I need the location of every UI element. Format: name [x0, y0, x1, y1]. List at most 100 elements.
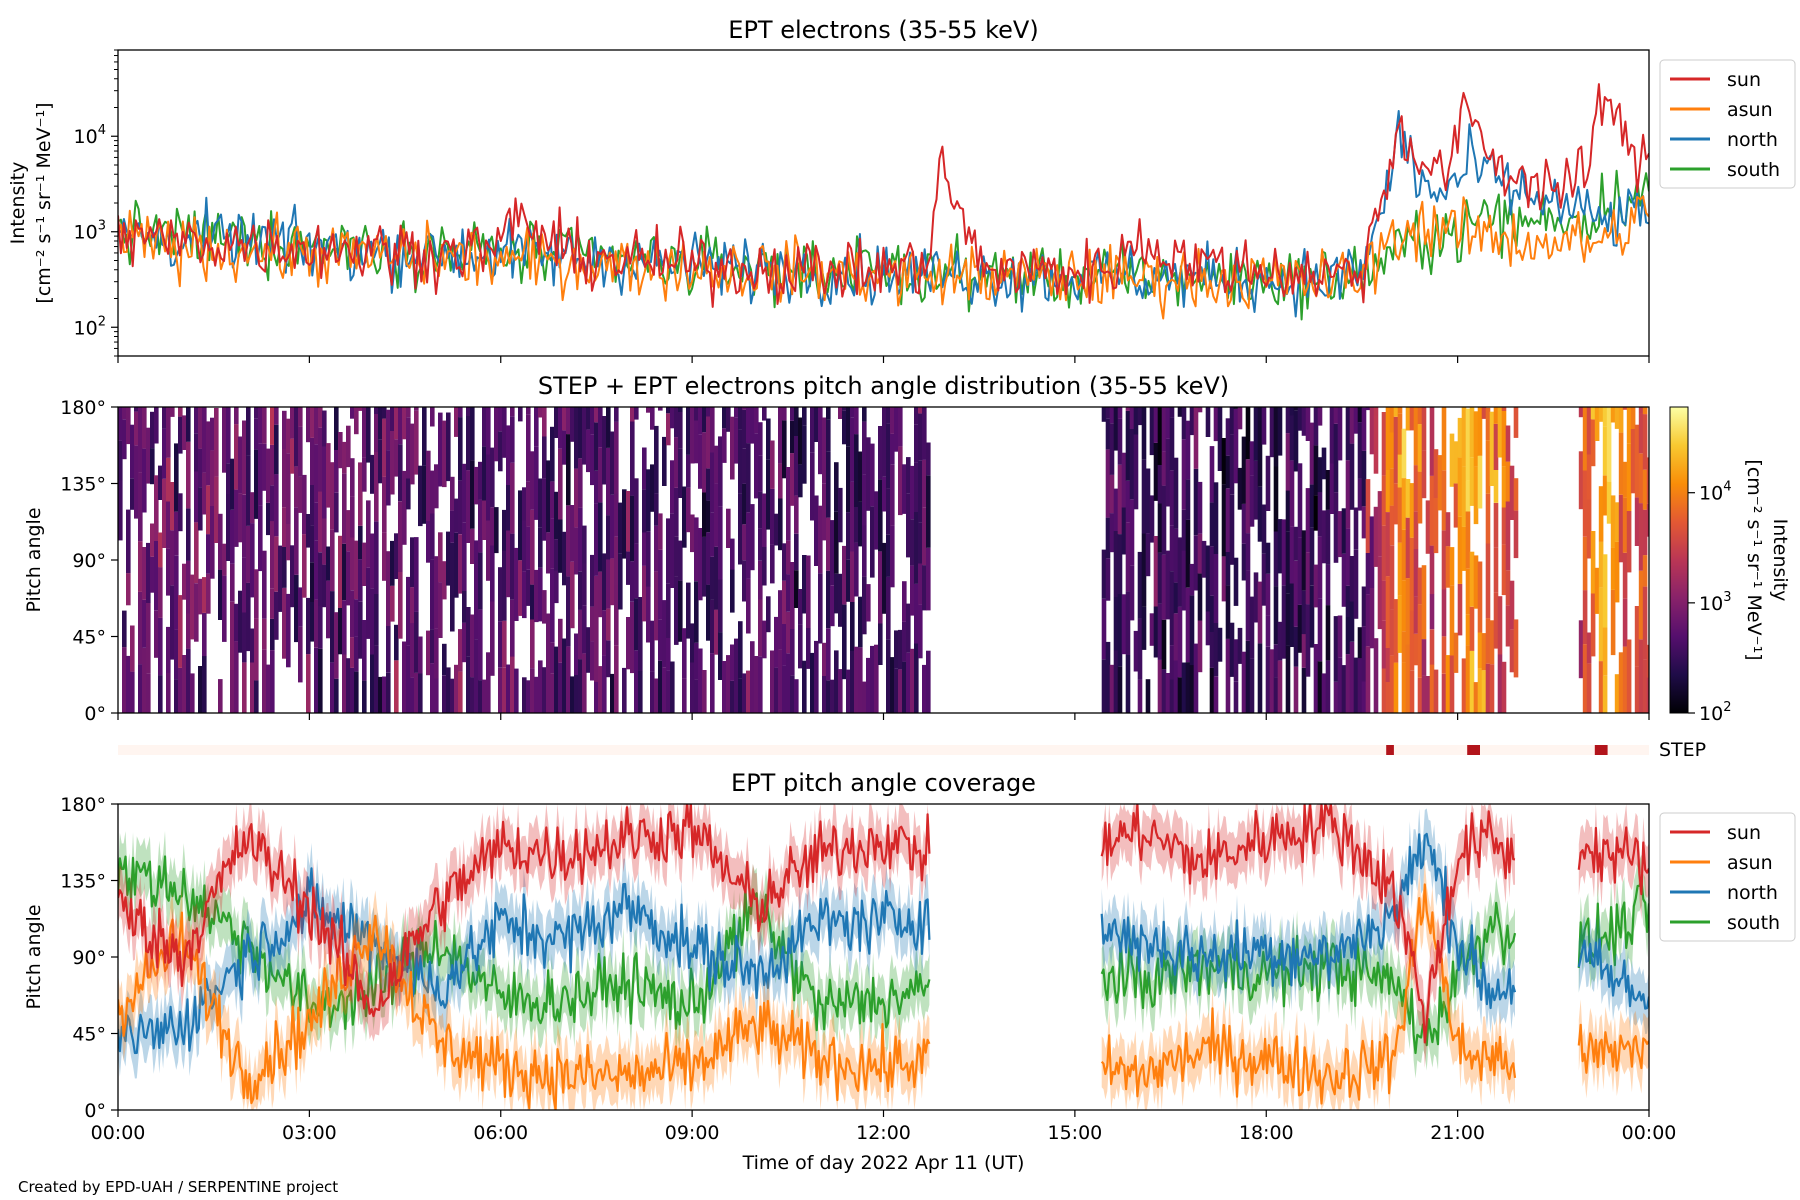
heatmap-cell — [1485, 543, 1491, 619]
heatmap-cell — [1365, 594, 1371, 647]
heatmap-cell — [658, 513, 663, 550]
heatmap-cell — [1385, 648, 1391, 682]
heatmap-cell — [394, 533, 399, 579]
heatmap-cell — [1141, 407, 1147, 460]
heatmap-cell — [1489, 411, 1495, 486]
heatmap-cell — [1501, 661, 1507, 713]
heatmap-cell — [1117, 407, 1123, 419]
heatmap-cell — [726, 508, 731, 548]
heatmap-cell — [554, 407, 559, 438]
heatmap-cell — [1209, 667, 1215, 713]
step-strip — [118, 745, 1649, 755]
heatmap-cell — [270, 407, 275, 445]
heatmap-cell — [1269, 649, 1275, 713]
heatmap-cell — [206, 485, 211, 535]
heatmap-cell — [1578, 451, 1584, 510]
heatmap-cell — [818, 505, 823, 574]
heatmap-cell — [918, 460, 923, 523]
heatmap-cell — [1141, 459, 1147, 534]
panel1-ylabel-line1: Intensity — [7, 162, 29, 245]
heatmap-cell — [878, 426, 883, 480]
heatmap-cell — [1413, 511, 1419, 550]
heatmap-cell — [442, 675, 447, 713]
heatmap-cell — [398, 501, 403, 572]
heatmap-cell — [1602, 475, 1608, 516]
heatmap-cell — [1149, 407, 1155, 456]
heatmap-cell — [838, 669, 843, 713]
heatmap-cell — [618, 553, 623, 610]
heatmap-cell — [674, 488, 679, 537]
heatmap-cell — [710, 599, 715, 654]
heatmap-cell — [1481, 633, 1487, 671]
heatmap-cell — [778, 463, 783, 499]
heatmap-cell — [1393, 599, 1399, 663]
heatmap-cell — [634, 478, 639, 544]
heatmap-cell — [274, 407, 279, 425]
heatmap-cell — [162, 407, 167, 429]
heatmap-cell — [610, 431, 615, 495]
heatmap-cell — [1489, 664, 1495, 713]
heatmap-cell — [290, 545, 295, 608]
heatmap-cell — [1169, 470, 1175, 526]
heatmap-cell — [1177, 407, 1183, 417]
heatmap-cell — [346, 551, 351, 606]
heatmap-cell — [1618, 494, 1624, 563]
heatmap-cell — [1121, 452, 1127, 508]
panel3-y-ticks: 0°45°90°135°180° — [60, 794, 118, 1122]
heatmap-cell — [314, 502, 319, 541]
heatmap-cell — [742, 524, 747, 561]
heatmap-cell — [714, 483, 719, 547]
heatmap-cell — [350, 407, 355, 419]
heatmap-cell — [1590, 531, 1596, 594]
heatmap-cell — [634, 407, 639, 420]
heatmap-cell — [346, 510, 351, 552]
heatmap-cell — [1485, 407, 1491, 440]
heatmap-cell — [1369, 516, 1375, 588]
heatmap-cell — [630, 421, 635, 496]
panel2-ytick-label: 0° — [84, 703, 106, 725]
heatmap-cell — [538, 527, 543, 568]
heatmap-cell — [1193, 407, 1199, 469]
heatmap-cell — [1161, 619, 1167, 670]
heatmap-cell — [722, 661, 727, 713]
heatmap-cell — [902, 464, 907, 514]
heatmap-cell — [118, 407, 123, 441]
heatmap-cell — [738, 621, 743, 679]
heatmap-cell — [1405, 479, 1411, 518]
heatmap-cell — [1582, 644, 1588, 713]
heatmap-cell — [258, 443, 263, 506]
heatmap-cell — [1381, 525, 1387, 581]
heatmap-cell — [566, 505, 571, 577]
heatmap-cell — [342, 600, 347, 655]
heatmap-cell — [1449, 547, 1455, 586]
heatmap-cell — [662, 600, 667, 668]
heatmap-cell — [1401, 478, 1407, 530]
heatmap-cell — [1626, 407, 1632, 444]
heatmap-cell — [614, 421, 619, 494]
heatmap-cell — [446, 531, 451, 586]
heatmap-cell — [1157, 659, 1163, 713]
heatmap-cell — [1381, 475, 1387, 526]
heatmap-cell — [566, 434, 571, 506]
heatmap-cell — [606, 515, 611, 560]
heatmap-cell — [1465, 568, 1471, 615]
heatmap-cell — [414, 673, 419, 713]
heatmap-cell — [802, 425, 807, 484]
heatmap-cell — [686, 487, 691, 533]
heatmap-cell — [894, 407, 899, 452]
heatmap-cell — [1429, 629, 1435, 665]
heatmap-cell — [254, 418, 259, 450]
heatmap-cell — [490, 601, 495, 676]
heatmap-cell — [454, 407, 459, 437]
heatmap-cell — [850, 481, 855, 552]
coverage-line-asun — [1577, 1023, 1649, 1074]
heatmap-cell — [914, 462, 919, 512]
heatmap-cell — [1201, 540, 1207, 578]
heatmap-cell — [826, 407, 831, 420]
heatmap-cell — [1317, 598, 1323, 662]
heatmap-cell — [458, 671, 463, 713]
heatmap-cell — [1309, 585, 1315, 648]
heatmap-cell — [1157, 465, 1163, 504]
heatmap-cell — [518, 407, 523, 422]
